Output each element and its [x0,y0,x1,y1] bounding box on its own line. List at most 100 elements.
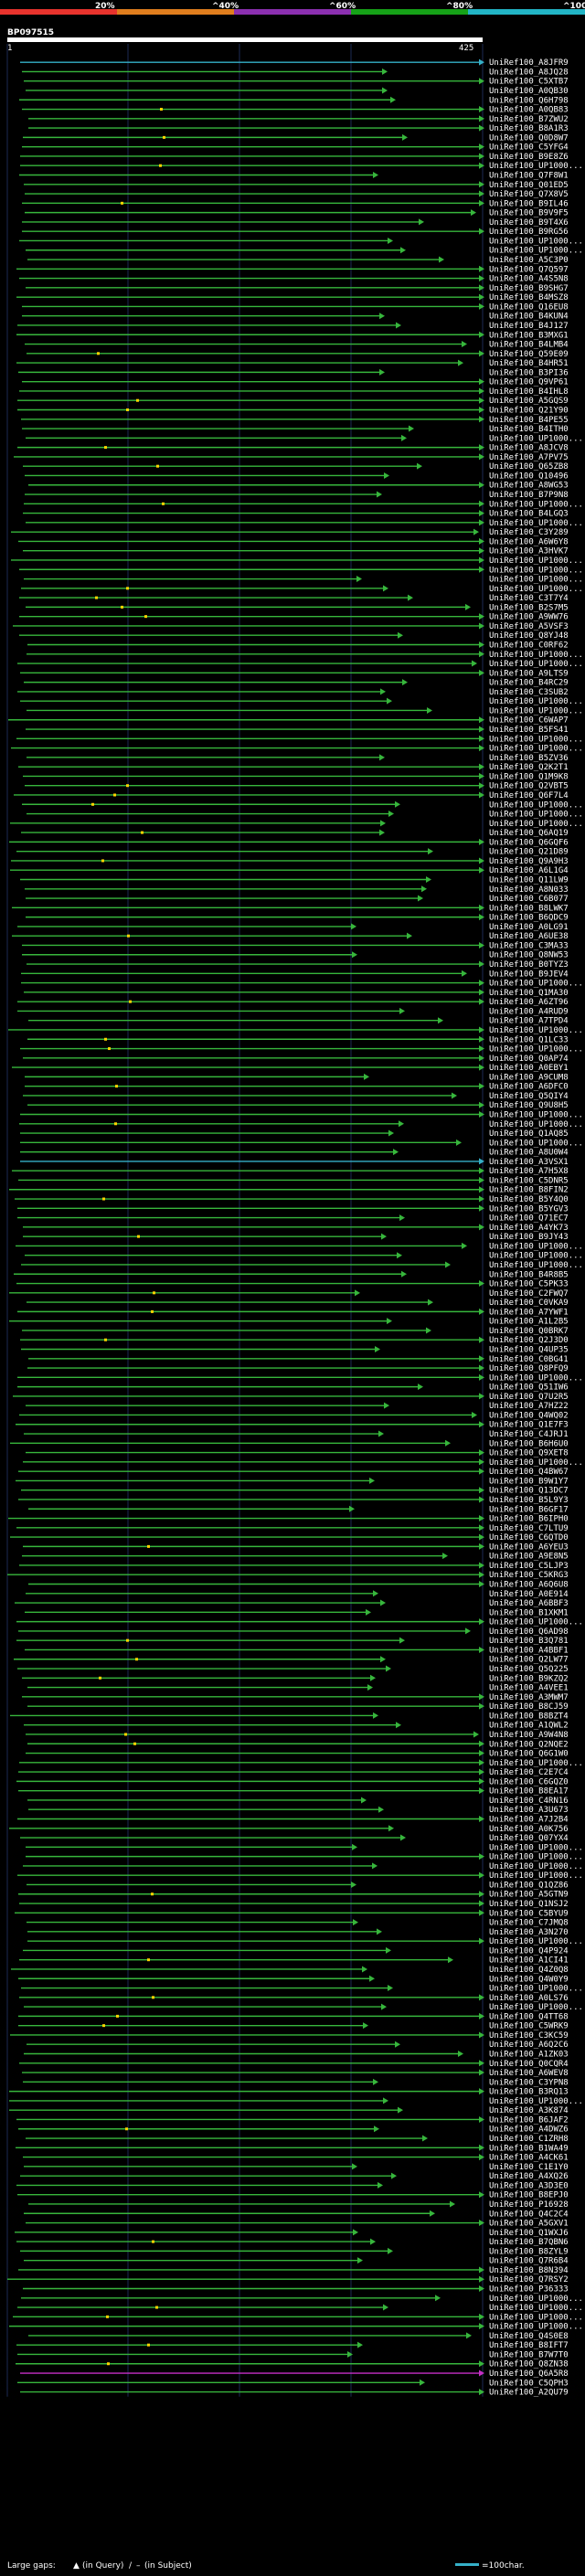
hit-label[interactable]: UniRef100_Q13DC7 [489,1487,569,1496]
hit-label[interactable]: UniRef100_A1QWL2 [489,1722,569,1731]
hit-label[interactable]: UniRef100_Q4W0Y9 [489,1975,569,1984]
hit-label[interactable]: UniRef100_Q1AQ85 [489,1129,569,1139]
hit-label[interactable]: UniRef100_C5DNR5 [489,1176,569,1185]
hit-label[interactable]: UniRef100_B8N394 [489,2266,569,2275]
hit-label[interactable]: UniRef100_UP1000... [489,1242,583,1251]
hit-label[interactable]: UniRef100_C5BYU9 [489,1909,569,1918]
hit-label[interactable]: UniRef100_UP1000... [489,651,583,660]
hit-label[interactable]: UniRef100_Q7Q597 [489,265,569,274]
hit-label[interactable]: UniRef100_B3MXG1 [489,331,569,340]
hit-label[interactable]: UniRef100_B8IFT7 [489,2341,569,2350]
hit-label[interactable]: UniRef100_Q01ED5 [489,181,569,190]
hit-label[interactable]: UniRef100_A6Q2C6 [489,2041,569,2050]
hit-label[interactable]: UniRef100_B4RC29 [489,679,569,688]
hit-label[interactable]: UniRef100_C0RF62 [489,641,569,651]
hit-label[interactable]: UniRef100_C3YPN8 [489,2078,569,2087]
hit-label[interactable]: UniRef100_UP1000... [489,980,583,989]
hit-label[interactable]: UniRef100_A9E8N5 [489,1553,569,1562]
hit-label[interactable]: UniRef100_B0TYZ3 [489,960,569,970]
hit-label[interactable]: UniRef100_UP1000... [489,557,583,566]
hit-label[interactable]: UniRef100_UP1000... [489,434,583,443]
hit-label[interactable]: UniRef100_A1CI41 [489,1956,569,1966]
hit-label[interactable]: UniRef100_A7YWF1 [489,1308,569,1317]
hit-label[interactable]: UniRef100_A5GQS9 [489,397,569,406]
hit-label[interactable]: UniRef100_Q8NW53 [489,951,569,960]
hit-label[interactable]: UniRef100_UP1000... [489,706,583,716]
hit-label[interactable]: UniRef100_Q7U2R5 [489,1393,569,1402]
hit-label[interactable]: UniRef100_Q4Z0Q8 [489,1966,569,1975]
hit-label[interactable]: UniRef100_A0EBY1 [489,1064,569,1073]
hit-label[interactable]: UniRef100_UP1000... [489,1373,583,1383]
hit-label[interactable]: UniRef100_C6QTD0 [489,1533,569,1542]
hit-label[interactable]: UniRef100_B5Y4Q0 [489,1195,569,1204]
hit-label[interactable]: UniRef100_A3U673 [489,1806,569,1815]
hit-label[interactable]: UniRef100_UP1000... [489,811,583,820]
hit-label[interactable]: UniRef100_A6BBF3 [489,1599,569,1608]
hit-label[interactable]: UniRef100_Q6AD98 [489,1627,569,1637]
hit-label[interactable]: UniRef100_Q71EC7 [489,1214,569,1224]
hit-label[interactable]: UniRef100_B4PE55 [489,416,569,425]
hit-label[interactable]: UniRef100_Q7R6B4 [489,2257,569,2266]
hit-label[interactable]: UniRef100_B9V9F5 [489,209,569,218]
hit-label[interactable]: UniRef100_C4JRJ1 [489,1430,569,1439]
hit-label[interactable]: UniRef100_A4S5N8 [489,275,569,284]
hit-label[interactable]: UniRef100_Q6A5R8 [489,2369,569,2379]
hit-label[interactable]: UniRef100_P16928 [489,2200,569,2210]
hit-label[interactable]: UniRef100_B3RQ13 [489,2088,569,2097]
hit-label[interactable]: UniRef100_UP1000... [489,1759,583,1768]
hit-label[interactable]: UniRef100_A6UE38 [489,932,569,941]
hit-label[interactable]: UniRef100_C3KC59 [489,2031,569,2041]
hit-label[interactable]: UniRef100_C3Y289 [489,528,569,537]
hit-label[interactable]: UniRef100_B9JEV4 [489,970,569,979]
hit-label[interactable]: UniRef100_B6GF17 [489,1505,569,1514]
hit-label[interactable]: UniRef100_Q1LC33 [489,1035,569,1044]
hit-label[interactable]: UniRef100_UP1000... [489,1985,583,1994]
hit-label[interactable]: UniRef100_Q2NQE2 [489,1740,569,1749]
hit-label[interactable]: UniRef100_Q0BRK7 [489,1327,569,1336]
hit-label[interactable]: UniRef100_UP1000... [489,1843,583,1852]
hit-label[interactable]: UniRef100_Q2K2T1 [489,763,569,772]
hit-label[interactable]: UniRef100_Q9A9H3 [489,857,569,866]
hit-label[interactable]: UniRef100_C5LJP3 [489,1562,569,1571]
hit-label[interactable]: UniRef100_Q6G1W0 [489,1750,569,1759]
hit-label[interactable]: UniRef100_A0LG91 [489,923,569,932]
hit-label[interactable]: UniRef100_UP1000... [489,820,583,829]
hit-label[interactable]: UniRef100_A8JFR9 [489,58,569,68]
hit-label[interactable]: UniRef100_UP1000... [489,1853,583,1862]
hit-label[interactable]: UniRef100_B4MSZ8 [489,293,569,302]
hit-label[interactable]: UniRef100_C5XTB7 [489,78,569,87]
hit-label[interactable]: UniRef100_Q8YJ48 [489,631,569,641]
hit-label[interactable]: UniRef100_B8LWK7 [489,904,569,913]
hit-label[interactable]: UniRef100_B4LMB4 [489,341,569,350]
hit-label[interactable]: UniRef100_Q9VP61 [489,378,569,387]
hit-label[interactable]: UniRef100_A0QB30 [489,87,569,96]
hit-label[interactable]: UniRef100_UP1000... [489,1871,583,1881]
hit-label[interactable]: UniRef100_A3HVK7 [489,547,569,557]
hit-label[interactable]: UniRef100_C1E1Y0 [489,2163,569,2172]
hit-label[interactable]: UniRef100_A5GTN9 [489,1891,569,1900]
hit-label[interactable]: UniRef100_B5YGV3 [489,1204,569,1214]
hit-label[interactable]: UniRef100_C2E7C4 [489,1768,569,1777]
hit-label[interactable]: UniRef100_Q8PFQ9 [489,1364,569,1373]
hit-label[interactable]: UniRef100_UP1000... [489,162,583,171]
hit-label[interactable]: UniRef100_Q0CQR4 [489,2060,569,2069]
hit-label[interactable]: UniRef100_A7TPD4 [489,1017,569,1026]
hit-label[interactable]: UniRef100_Q4C2C4 [489,2210,569,2219]
hit-label[interactable]: UniRef100_A4VEE1 [489,1684,569,1693]
hit-label[interactable]: UniRef100_A1L2B5 [489,1318,569,1327]
hit-label[interactable]: UniRef100_A7H5X8 [489,1167,569,1176]
hit-label[interactable]: UniRef100_A6DFC0 [489,1083,569,1092]
hit-label[interactable]: UniRef100_P36333 [489,2285,569,2295]
hit-label[interactable]: UniRef100_B6JAF2 [489,2115,569,2125]
hit-label[interactable]: UniRef100_Q21Y90 [489,407,569,416]
hit-label[interactable]: UniRef100_A9LTS9 [489,669,569,678]
hit-label[interactable]: UniRef100_A3D3E0 [489,2181,569,2190]
hit-label[interactable]: UniRef100_B7W7T0 [489,2350,569,2359]
hit-label[interactable]: UniRef100_UP1000... [489,1252,583,1261]
hit-label[interactable]: UniRef100_UP1000... [489,745,583,754]
hit-label[interactable]: UniRef100_B4J127 [489,322,569,331]
hit-label[interactable]: UniRef100_B7ZWU2 [489,115,569,124]
hit-label[interactable]: UniRef100_C6WAP7 [489,716,569,726]
hit-label[interactable]: UniRef100_B6H6U0 [489,1439,569,1448]
hit-label[interactable]: UniRef100_A7PV75 [489,453,569,462]
